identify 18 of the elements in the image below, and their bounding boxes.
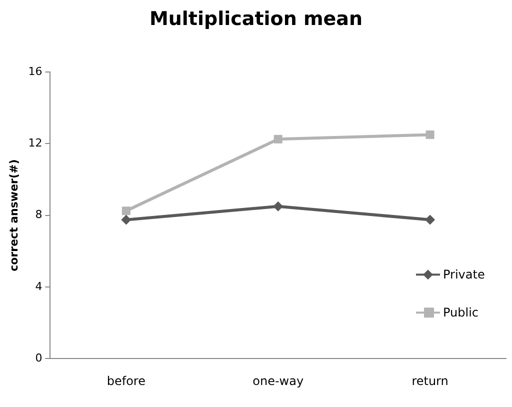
- y-tick-label: 12: [28, 136, 42, 150]
- x-tick-label: return: [412, 374, 448, 388]
- point: [426, 130, 434, 139]
- y-tick-label: 4: [35, 280, 42, 293]
- point: [425, 214, 436, 225]
- y-tick-label: 8: [35, 208, 42, 222]
- point: [121, 214, 132, 225]
- y-axis-title: correct answer(#): [7, 159, 20, 272]
- y-tick-label: 0: [35, 351, 42, 364]
- point: [274, 134, 282, 144]
- legend-label: Private: [443, 268, 485, 282]
- point: [122, 206, 130, 216]
- legend-label: Public: [443, 306, 479, 320]
- x-tick-label: before: [106, 374, 146, 388]
- y-tick-label: 16: [28, 64, 42, 78]
- chart-title: Multiplication mean: [148, 8, 364, 30]
- x-tick-label: one-way: [252, 374, 304, 388]
- point: [273, 201, 284, 212]
